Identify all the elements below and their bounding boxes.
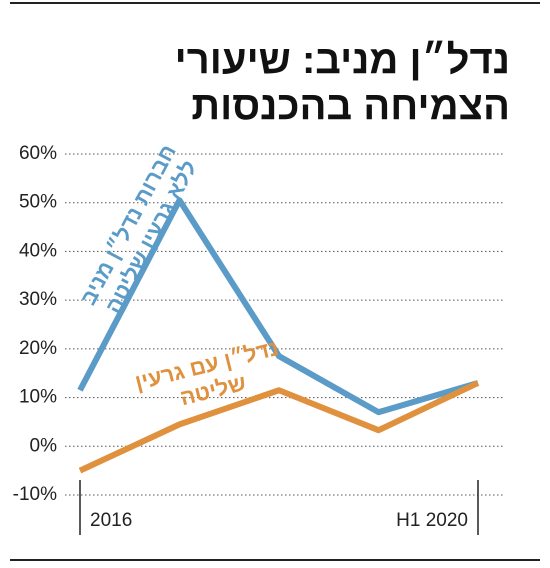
y-tick-label: 0% xyxy=(30,435,58,456)
y-tick-label: -10% xyxy=(13,484,57,505)
x-tick-label: 2016 xyxy=(90,510,132,531)
x-tick-label: H1 2020 xyxy=(396,510,468,531)
series-line xyxy=(78,380,480,474)
y-tick-label: 50% xyxy=(19,192,57,213)
y-tick-label: 10% xyxy=(19,387,57,408)
series-line xyxy=(77,197,479,416)
chart-title: הצמיחה בהכנסות xyxy=(191,84,510,128)
y-tick-label: 30% xyxy=(19,289,57,310)
y-tick-label: 40% xyxy=(19,240,57,261)
y-tick-label: 20% xyxy=(19,338,57,359)
y-tick-label: 60% xyxy=(19,143,57,164)
chart-title: נדל״ן מניב: שיעורי xyxy=(174,38,510,82)
